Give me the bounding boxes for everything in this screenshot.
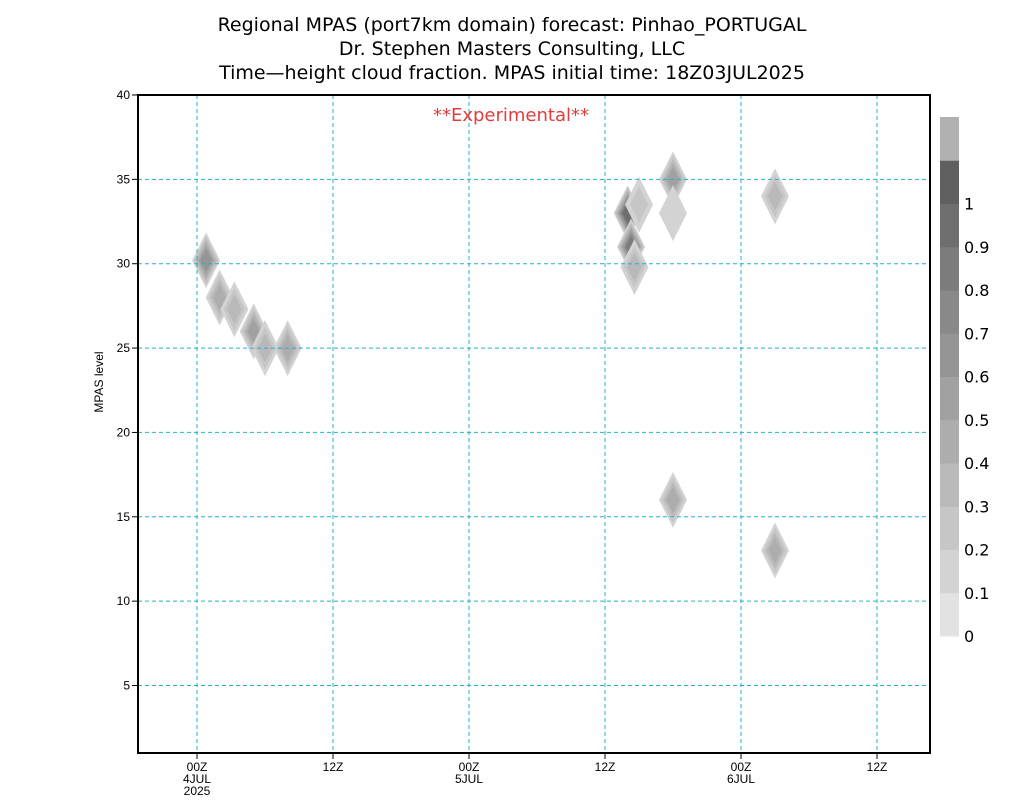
colorbar-swatch-4 <box>940 419 959 464</box>
cloud-upper-cell-point-1-contour-0 <box>659 185 687 242</box>
colorbar-label-4: 0.4 <box>964 454 989 473</box>
cloud-fill-layer <box>192 151 789 579</box>
y-tick-label-20: 20 <box>117 425 131 439</box>
cloud-early-band-point-0-contour-5 <box>200 249 212 272</box>
colorbar-swatch-9 <box>940 203 959 248</box>
figure-title-line-1: Regional MPAS (port7km domain) forecast:… <box>218 14 807 36</box>
colorbar-label-10: 1 <box>964 195 974 214</box>
cloud-early-band-point-1-contour-3 <box>213 284 227 311</box>
x-tick-label-0-2: 2025 <box>184 784 211 798</box>
y-tick-label-10: 10 <box>117 594 131 608</box>
cloud-low-isolated <box>761 522 789 579</box>
colorbar-swatch-3 <box>940 463 959 507</box>
cloud-upper-cell <box>659 151 687 242</box>
y-tick-label-30: 30 <box>117 257 131 271</box>
colorbar-label-8: 0.8 <box>964 281 989 300</box>
y-axis-label: MPAS level <box>92 351 106 412</box>
y-axis: 5 10 15 20 25 30 35 40 <box>117 88 138 693</box>
x-tick-label-48-1: 6JUL <box>727 772 755 786</box>
experimental-annotation: **Experimental** <box>433 105 589 126</box>
y-tick-label-40: 40 <box>117 88 131 102</box>
colorbar-swatch-5 <box>940 376 959 421</box>
colorbar-label-6: 0.6 <box>964 368 989 387</box>
y-tick-label-5: 5 <box>123 679 130 693</box>
x-tick-label-48-0: 00Z <box>731 760 752 774</box>
y-tick-label-15: 15 <box>117 510 131 524</box>
x-tick-label-24-1: 5JUL <box>455 772 483 786</box>
colorbar: 0 0.1 0.2 0.3 0.4 0.5 0.6 0.7 0.8 0.9 1 <box>940 117 989 646</box>
colorbar-label-2: 0.2 <box>964 541 989 560</box>
colorbar-swatch-6 <box>940 333 959 377</box>
colorbar-label-7: 0.7 <box>964 324 989 343</box>
colorbar-swatch-8 <box>940 246 959 291</box>
colorbar-swatch-11 <box>940 117 959 161</box>
colorbar-swatch-1 <box>940 549 959 594</box>
colorbar-swatch-0 <box>940 592 959 637</box>
cloud-afternoon-tower <box>613 176 653 296</box>
cloud-upper-isolated-point-0-contour-2 <box>767 181 783 211</box>
cloud-mid-isolated-point-0-contour-3 <box>666 486 680 513</box>
colorbar-label-3: 0.3 <box>964 497 989 516</box>
cloud-early-band-point-2-contour-2 <box>227 294 242 324</box>
cloud-low-isolated-point-0-contour-3 <box>768 537 782 564</box>
x-tick-label-12-0: 12Z <box>323 760 344 774</box>
cloud-upper-isolated <box>761 168 789 225</box>
cloud-early-band <box>192 232 302 377</box>
colorbar-label-1: 0.1 <box>964 584 989 603</box>
y-tick-label-35: 35 <box>117 172 131 186</box>
y-tick-label-25: 25 <box>117 341 131 355</box>
colorbar-swatch-10 <box>940 160 959 204</box>
colorbar-swatch-7 <box>940 290 959 334</box>
colorbar-label-0: 0 <box>964 627 974 646</box>
cloud-afternoon-tower-point-2-contour-2 <box>627 252 642 282</box>
cloud-afternoon-tower-point-3-contour-1 <box>630 186 648 223</box>
figure-title-line-3: Time—height cloud fraction. MPAS initial… <box>218 62 805 84</box>
x-tick-label-24-0: 00Z <box>459 760 480 774</box>
x-tick-label-0-1: 4JUL <box>183 772 211 786</box>
colorbar-label-9: 0.9 <box>964 238 989 257</box>
plot-frame <box>137 94 931 754</box>
figure-title-line-2: Dr. Stephen Masters Consulting, LLC <box>339 38 685 60</box>
grid-layer <box>138 95 930 753</box>
x-tick-label-36-0: 12Z <box>595 760 616 774</box>
x-tick-label-0-0: 00Z <box>187 760 208 774</box>
colorbar-swatch-2 <box>940 506 959 550</box>
colorbar-label-5: 0.5 <box>964 411 989 430</box>
cloud-mid-isolated <box>659 471 687 528</box>
x-tick-label-60-0: 12Z <box>867 760 888 774</box>
